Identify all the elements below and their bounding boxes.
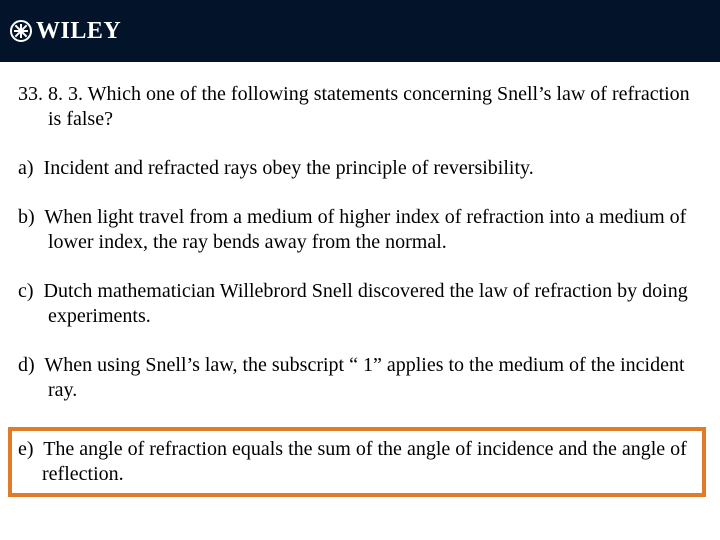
- option-label: c): [18, 280, 34, 302]
- option-label: d): [18, 354, 35, 376]
- option-d: d) When using Snell’s law, the subscript…: [18, 353, 702, 403]
- question-text: 33. 8. 3. Which one of the following sta…: [18, 82, 702, 132]
- option-text: Dutch mathematician Willebrord Snell dis…: [44, 280, 688, 327]
- option-text: When using Snell’s law, the subscript “ …: [44, 354, 684, 401]
- option-text: When light travel from a medium of highe…: [44, 206, 686, 253]
- option-c: c) Dutch mathematician Willebrord Snell …: [18, 279, 702, 329]
- option-text: Incident and refracted rays obey the pri…: [44, 157, 534, 179]
- option-label: a): [18, 157, 34, 179]
- wiley-logo-text: WILEY: [36, 18, 121, 45]
- wiley-logo-icon: [10, 20, 32, 42]
- wiley-logo: WILEY: [10, 18, 121, 45]
- question-body: Which one of the following statements co…: [48, 83, 690, 130]
- question-number: 33. 8. 3.: [18, 83, 83, 105]
- option-b: b) When light travel from a medium of hi…: [18, 205, 702, 255]
- header-bar: WILEY: [0, 0, 720, 62]
- option-label: b): [18, 206, 35, 228]
- option-label: e): [18, 438, 34, 460]
- option-e-highlighted: e) The angle of refraction equals the su…: [8, 427, 706, 497]
- option-a: a) Incident and refracted rays obey the …: [18, 156, 702, 181]
- option-text: The angle of refraction equals the sum o…: [42, 438, 687, 485]
- slide-content: 33. 8. 3. Which one of the following sta…: [0, 62, 720, 497]
